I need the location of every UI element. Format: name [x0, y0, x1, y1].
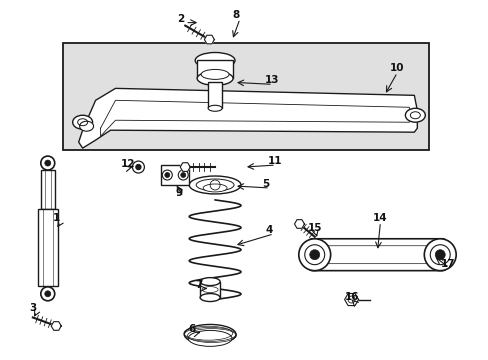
Bar	[62, 42, 428, 150]
Ellipse shape	[208, 105, 222, 111]
Polygon shape	[79, 88, 416, 148]
Text: 3: 3	[29, 302, 36, 312]
Circle shape	[434, 250, 444, 260]
Text: 6: 6	[188, 324, 195, 334]
Circle shape	[429, 245, 449, 265]
Text: 13: 13	[264, 75, 279, 85]
Bar	[41, 170, 55, 209]
Polygon shape	[51, 322, 61, 330]
Ellipse shape	[197, 71, 233, 85]
Text: 11: 11	[267, 156, 282, 166]
Bar	[200, 282, 220, 298]
Text: 16: 16	[344, 292, 358, 302]
Circle shape	[164, 172, 169, 177]
Text: 14: 14	[372, 213, 386, 223]
Ellipse shape	[195, 53, 235, 68]
Polygon shape	[344, 293, 358, 306]
Circle shape	[45, 160, 51, 166]
Circle shape	[162, 170, 172, 180]
Circle shape	[178, 170, 188, 180]
Text: 10: 10	[388, 63, 403, 73]
Circle shape	[424, 239, 455, 271]
Text: 2: 2	[177, 14, 184, 24]
Ellipse shape	[200, 293, 220, 302]
Ellipse shape	[184, 324, 236, 345]
Circle shape	[132, 161, 144, 173]
FancyBboxPatch shape	[308, 239, 446, 271]
FancyBboxPatch shape	[315, 246, 438, 264]
Text: 12: 12	[120, 159, 135, 169]
Ellipse shape	[405, 108, 425, 122]
Circle shape	[136, 165, 141, 170]
Ellipse shape	[203, 184, 226, 192]
Circle shape	[41, 156, 55, 170]
Ellipse shape	[200, 278, 220, 285]
Circle shape	[181, 172, 185, 177]
Ellipse shape	[201, 69, 228, 80]
Bar	[197, 60, 233, 78]
Circle shape	[45, 291, 51, 297]
Text: 15: 15	[307, 223, 322, 233]
Text: 4: 4	[265, 225, 273, 235]
Text: 17: 17	[440, 259, 455, 269]
Circle shape	[41, 287, 55, 301]
Ellipse shape	[80, 121, 93, 131]
Ellipse shape	[73, 115, 92, 129]
Text: 7: 7	[195, 280, 202, 289]
Circle shape	[298, 239, 330, 271]
Bar	[208, 82, 222, 108]
Text: 1: 1	[53, 213, 60, 223]
Polygon shape	[294, 220, 304, 228]
Polygon shape	[204, 35, 214, 44]
Circle shape	[304, 245, 324, 265]
Circle shape	[309, 250, 319, 260]
Text: 5: 5	[262, 179, 268, 189]
Ellipse shape	[189, 176, 241, 194]
Bar	[38, 209, 58, 286]
Text: 9: 9	[175, 188, 182, 198]
Polygon shape	[180, 163, 190, 171]
Bar	[161, 165, 189, 185]
Ellipse shape	[196, 179, 234, 191]
Ellipse shape	[202, 287, 218, 293]
Ellipse shape	[188, 330, 232, 346]
Text: 8: 8	[232, 10, 239, 20]
